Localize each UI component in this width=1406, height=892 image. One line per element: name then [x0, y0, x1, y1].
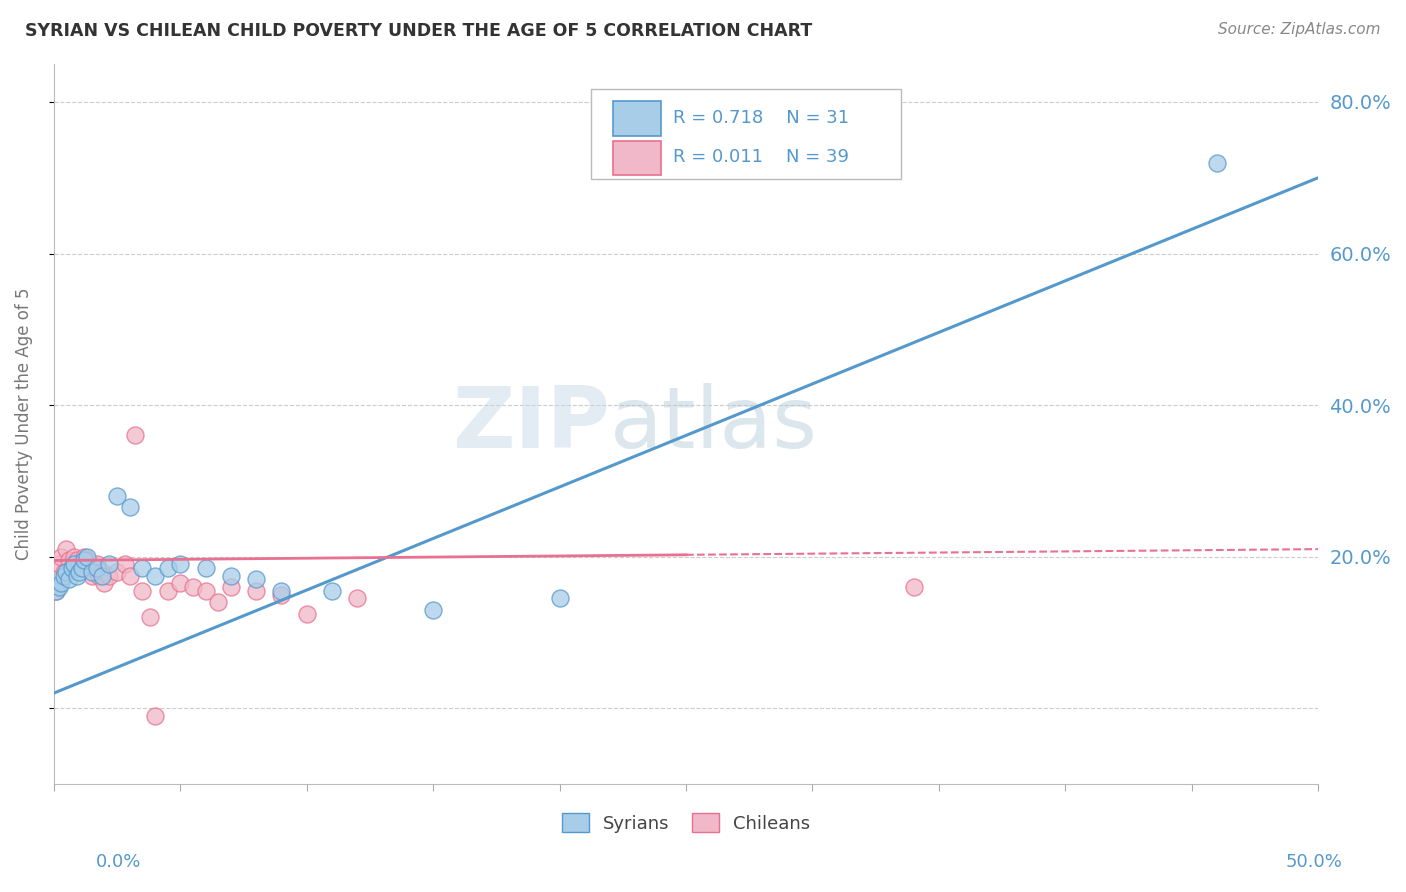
Point	[245, 583, 267, 598]
Point	[131, 583, 153, 598]
Point	[181, 580, 204, 594]
FancyBboxPatch shape	[591, 89, 901, 179]
Text: Source: ZipAtlas.com: Source: ZipAtlas.com	[1218, 22, 1381, 37]
Point	[73, 549, 96, 564]
Point	[70, 561, 93, 575]
Point	[98, 568, 121, 582]
Point	[143, 568, 166, 582]
Point	[270, 588, 292, 602]
Point	[65, 553, 87, 567]
Point	[169, 558, 191, 572]
Point	[86, 561, 108, 575]
Text: R = 0.011    N = 39: R = 0.011 N = 39	[673, 148, 849, 167]
Point	[219, 568, 242, 582]
Point	[1206, 155, 1229, 169]
Point	[45, 583, 67, 598]
Point	[105, 489, 128, 503]
Bar	[613, 141, 661, 176]
Point	[156, 583, 179, 598]
Bar	[613, 101, 661, 136]
Point	[55, 565, 77, 579]
Point	[48, 558, 70, 572]
Point	[548, 591, 571, 606]
Point	[245, 573, 267, 587]
Point	[67, 565, 90, 579]
Point	[65, 568, 87, 582]
Point	[89, 568, 111, 582]
Point	[270, 583, 292, 598]
Point	[346, 591, 368, 606]
Point	[60, 561, 83, 575]
Point	[73, 553, 96, 567]
Text: R = 0.718    N = 31: R = 0.718 N = 31	[673, 109, 849, 127]
Point	[76, 553, 98, 567]
Point	[52, 568, 75, 582]
Point	[422, 603, 444, 617]
Point	[118, 568, 141, 582]
Point	[169, 576, 191, 591]
Point	[70, 561, 93, 575]
Point	[55, 542, 77, 557]
Point	[86, 558, 108, 572]
Point	[143, 709, 166, 723]
Point	[63, 549, 86, 564]
Text: 0.0%: 0.0%	[96, 853, 141, 871]
Point	[76, 549, 98, 564]
Point	[903, 580, 925, 594]
Point	[48, 580, 70, 594]
Point	[93, 576, 115, 591]
Point	[194, 583, 217, 598]
Point	[156, 561, 179, 575]
Point	[207, 595, 229, 609]
Point	[124, 428, 146, 442]
Point	[295, 607, 318, 621]
Point	[98, 558, 121, 572]
Point	[58, 553, 80, 567]
Point	[51, 576, 73, 591]
Text: ZIP: ZIP	[453, 383, 610, 466]
Point	[90, 565, 112, 579]
Point	[194, 561, 217, 575]
Legend: Syrians, Chileans: Syrians, Chileans	[554, 806, 817, 840]
Point	[105, 565, 128, 579]
Point	[77, 561, 100, 575]
Point	[131, 561, 153, 575]
Point	[45, 583, 67, 598]
Point	[90, 568, 112, 582]
Point	[118, 500, 141, 515]
Point	[139, 610, 162, 624]
Point	[52, 565, 75, 579]
Text: SYRIAN VS CHILEAN CHILD POVERTY UNDER THE AGE OF 5 CORRELATION CHART: SYRIAN VS CHILEAN CHILD POVERTY UNDER TH…	[25, 22, 813, 40]
Y-axis label: Child Poverty Under the Age of 5: Child Poverty Under the Age of 5	[15, 288, 32, 560]
Point	[58, 573, 80, 587]
Point	[83, 561, 105, 575]
Point	[80, 565, 103, 579]
Point	[80, 568, 103, 582]
Point	[321, 583, 343, 598]
Point	[63, 558, 86, 572]
Point	[114, 558, 136, 572]
Text: atlas: atlas	[610, 383, 818, 466]
Point	[51, 549, 73, 564]
Text: 50.0%: 50.0%	[1286, 853, 1343, 871]
Point	[67, 558, 90, 572]
Point	[60, 561, 83, 575]
Point	[219, 580, 242, 594]
